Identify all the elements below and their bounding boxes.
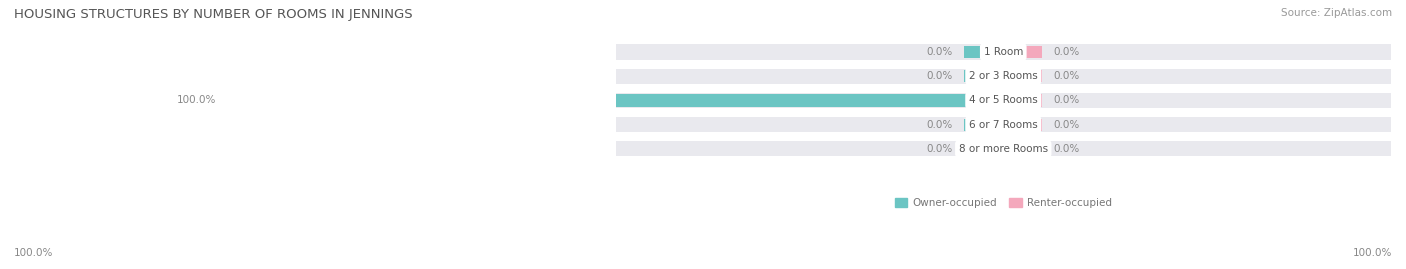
Bar xyxy=(1004,46,1042,58)
Bar xyxy=(616,117,1391,132)
Legend: Owner-occupied, Renter-occupied: Owner-occupied, Renter-occupied xyxy=(890,194,1116,213)
Bar xyxy=(1004,119,1042,131)
Text: 2 or 3 Rooms: 2 or 3 Rooms xyxy=(969,71,1038,81)
Bar xyxy=(1004,70,1042,82)
Text: 4 or 5 Rooms: 4 or 5 Rooms xyxy=(969,95,1038,105)
Text: 0.0%: 0.0% xyxy=(927,71,953,81)
Bar xyxy=(616,44,1391,59)
Text: 0.0%: 0.0% xyxy=(1053,71,1080,81)
Bar xyxy=(616,69,1391,84)
Bar xyxy=(228,94,1004,107)
Bar xyxy=(965,143,1004,155)
Bar xyxy=(965,119,1004,131)
Bar xyxy=(965,46,1004,58)
Text: Source: ZipAtlas.com: Source: ZipAtlas.com xyxy=(1281,8,1392,18)
Text: 8 or more Rooms: 8 or more Rooms xyxy=(959,144,1047,154)
Bar xyxy=(965,70,1004,82)
Text: 100.0%: 100.0% xyxy=(1353,248,1392,258)
Bar xyxy=(1004,143,1042,155)
Text: 100.0%: 100.0% xyxy=(14,248,53,258)
Text: 0.0%: 0.0% xyxy=(1053,95,1080,105)
Text: HOUSING STRUCTURES BY NUMBER OF ROOMS IN JENNINGS: HOUSING STRUCTURES BY NUMBER OF ROOMS IN… xyxy=(14,8,413,21)
Bar xyxy=(616,93,1391,108)
Text: 0.0%: 0.0% xyxy=(1053,120,1080,130)
Text: 100.0%: 100.0% xyxy=(177,95,217,105)
Text: 0.0%: 0.0% xyxy=(927,144,953,154)
Bar xyxy=(616,141,1391,156)
Text: 0.0%: 0.0% xyxy=(927,120,953,130)
Text: 1 Room: 1 Room xyxy=(984,47,1024,57)
Text: 0.0%: 0.0% xyxy=(927,47,953,57)
Bar xyxy=(1004,94,1042,107)
Text: 0.0%: 0.0% xyxy=(1053,47,1080,57)
Text: 6 or 7 Rooms: 6 or 7 Rooms xyxy=(969,120,1038,130)
Text: 0.0%: 0.0% xyxy=(1053,144,1080,154)
